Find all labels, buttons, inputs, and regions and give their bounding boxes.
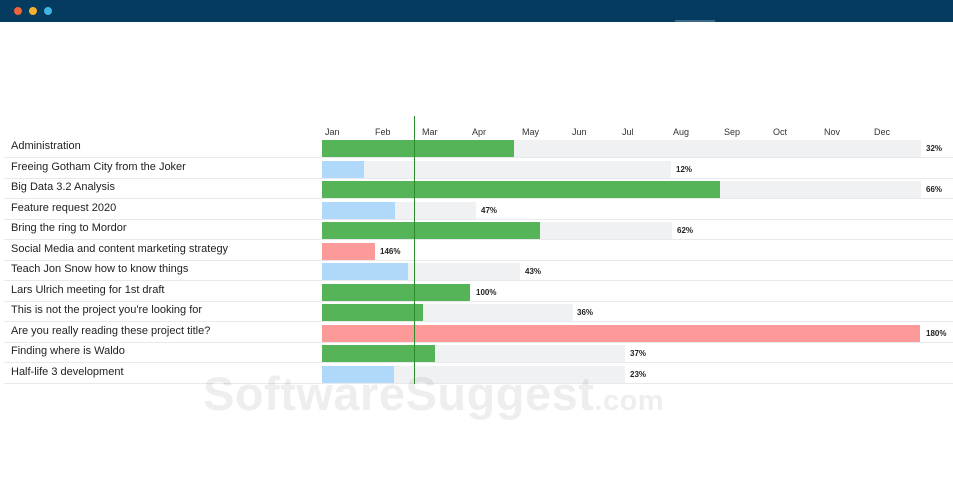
project-row[interactable]: Feature request 2020 47% — [4, 199, 953, 220]
month-label: Aug — [673, 127, 690, 137]
percent-label: 180% — [926, 329, 947, 338]
progress-bar[interactable] — [322, 325, 920, 342]
today-marker-line — [414, 116, 415, 384]
percent-label: 100% — [476, 288, 497, 297]
timeline-track — [322, 161, 671, 178]
month-label: Apr — [472, 127, 487, 137]
month-label: May — [522, 127, 540, 137]
percent-label: 23% — [630, 370, 647, 379]
progress-bar[interactable] — [322, 304, 423, 321]
progress-bar[interactable] — [322, 284, 470, 301]
percent-label: 37% — [630, 349, 647, 358]
project-name[interactable]: Finding where is Waldo — [11, 345, 125, 357]
month-label: Mar — [422, 127, 438, 137]
project-row[interactable]: Bring the ring to Mordor 62% — [4, 219, 953, 240]
project-row[interactable]: Finding where is Waldo 37% — [4, 342, 953, 363]
percent-label: 36% — [577, 308, 594, 317]
project-name[interactable]: Teach Jon Snow how to know things — [11, 263, 189, 275]
progress-bar[interactable] — [322, 161, 364, 178]
percent-label: 66% — [926, 185, 943, 194]
percent-label: 62% — [677, 226, 694, 235]
project-row[interactable]: Are you really reading these project tit… — [4, 322, 953, 343]
titlebar-tab-indicator — [675, 20, 715, 22]
project-row[interactable]: Teach Jon Snow how to know things 43% — [4, 260, 953, 281]
close-dot[interactable] — [14, 7, 22, 15]
project-row[interactable]: Big Data 3.2 Analysis 66% — [4, 178, 953, 199]
percent-label: 43% — [525, 267, 542, 276]
month-label: Nov — [824, 127, 841, 137]
month-label: Jan — [325, 127, 340, 137]
project-row[interactable]: Lars Ulrich meeting for 1st draft 100% — [4, 281, 953, 302]
percent-label: 146% — [380, 247, 401, 256]
progress-bar[interactable] — [322, 345, 435, 362]
percent-label: 12% — [676, 165, 693, 174]
progress-bar[interactable] — [322, 366, 394, 383]
project-row[interactable]: Social Media and content marketing strat… — [4, 240, 953, 261]
project-name[interactable]: Big Data 3.2 Analysis — [11, 181, 115, 193]
month-label: Sep — [724, 127, 741, 137]
month-label: Dec — [874, 127, 891, 137]
project-row[interactable]: This is not the project you're looking f… — [4, 301, 953, 322]
project-row[interactable]: Administration 32% — [4, 137, 953, 158]
zoom-dot[interactable] — [44, 7, 52, 15]
project-name[interactable]: Are you really reading these project tit… — [11, 325, 211, 337]
percent-label: 47% — [481, 206, 498, 215]
watermark-logo: SoftwareSuggest.com — [203, 367, 665, 420]
project-name[interactable]: Lars Ulrich meeting for 1st draft — [11, 284, 165, 296]
month-label: Oct — [773, 127, 788, 137]
progress-bar[interactable] — [322, 181, 720, 198]
month-label: Jul — [622, 127, 634, 137]
progress-bar[interactable] — [322, 243, 375, 260]
month-label: Jun — [572, 127, 587, 137]
project-name[interactable]: Administration — [11, 140, 81, 152]
progress-bar[interactable] — [322, 202, 395, 219]
project-name[interactable]: Freeing Gotham City from the Joker — [11, 161, 186, 173]
minimize-dot[interactable] — [29, 7, 37, 15]
progress-bar[interactable] — [322, 263, 408, 280]
progress-bar[interactable] — [322, 222, 540, 239]
project-name[interactable]: This is not the project you're looking f… — [11, 304, 203, 316]
project-row[interactable]: Freeing Gotham City from the Joker 12% — [4, 158, 953, 179]
project-name[interactable]: Feature request 2020 — [11, 202, 117, 214]
timeline-track — [322, 366, 625, 383]
project-name[interactable]: Half-life 3 development — [11, 366, 124, 378]
window-titlebar — [0, 0, 953, 22]
month-label: Feb — [375, 127, 391, 137]
percent-label: 32% — [926, 144, 943, 153]
project-name[interactable]: Bring the ring to Mordor — [11, 222, 127, 234]
project-name[interactable]: Social Media and content marketing strat… — [11, 243, 229, 255]
project-row[interactable]: Half-life 3 development 23% — [4, 363, 953, 384]
progress-bar[interactable] — [322, 140, 514, 157]
